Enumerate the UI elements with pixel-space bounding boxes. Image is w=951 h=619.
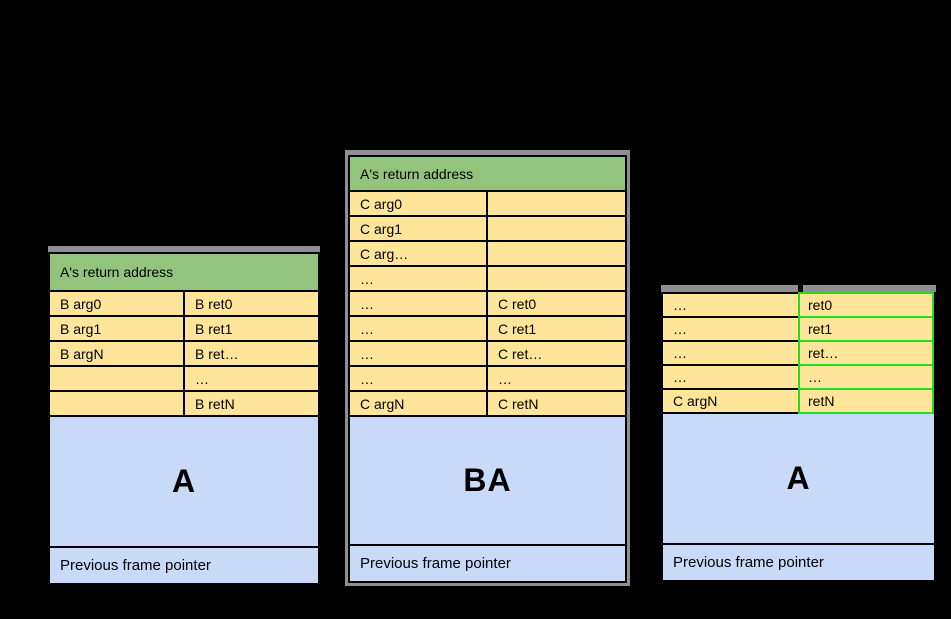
stack-rows: C arg0 C arg1 C arg… … bbox=[350, 192, 625, 417]
stack-row: C argN C retN bbox=[350, 392, 625, 417]
ret-cell: C ret… bbox=[498, 345, 543, 362]
ret-cell bbox=[488, 192, 625, 215]
arg-cell: C arg… bbox=[350, 242, 488, 265]
previous-frame-pointer-cell: Previous frame pointer bbox=[350, 546, 625, 581]
stack-row: C arg1 bbox=[350, 217, 625, 242]
stack-row: … C ret0 bbox=[350, 292, 625, 317]
ret-cell: B ret1 bbox=[195, 320, 233, 337]
arg-cell bbox=[50, 367, 185, 390]
return-address-cell: A's return address bbox=[350, 157, 625, 192]
frame-top-bar: A's return address C arg0 C arg1 C arg… bbox=[345, 150, 630, 586]
arg-cell: C argN bbox=[663, 390, 800, 412]
caller-frame-label: BA bbox=[350, 417, 625, 546]
ret-cell bbox=[488, 242, 625, 265]
arg-cell: C arg1 bbox=[350, 217, 488, 240]
arg-cell: … bbox=[663, 318, 800, 340]
ret-cell: … bbox=[498, 370, 512, 387]
arg-cell: … bbox=[350, 367, 488, 390]
stack-table: … … … … C ar bbox=[661, 292, 936, 582]
ret-cell: B ret0 bbox=[195, 295, 233, 312]
stack-rows: … … … … C ar bbox=[663, 292, 934, 414]
ret-cell bbox=[488, 217, 625, 240]
arg-cell: C argN bbox=[350, 392, 488, 415]
arg-cell: … bbox=[350, 342, 488, 365]
arg-cell: … bbox=[350, 267, 488, 290]
highlighted-ret-column: ret0 ret1 ret… … retN bbox=[798, 292, 934, 414]
arg-cell: … bbox=[663, 342, 800, 364]
frame-top-bar: … … … … C ar bbox=[661, 285, 936, 582]
stack-row: B retN bbox=[50, 392, 318, 417]
arg-cell: B arg0 bbox=[50, 292, 185, 315]
ret-cell-highlighted: retN bbox=[798, 388, 934, 414]
ret-cell: B ret… bbox=[195, 345, 239, 362]
stack-table: A's return address C arg0 C arg1 C arg… bbox=[348, 155, 627, 583]
stack-row: … C ret1 bbox=[350, 317, 625, 342]
stack-frame-left: A's return address B arg0 B ret0 B arg1 … bbox=[48, 246, 320, 585]
ret-cell: C ret0 bbox=[498, 295, 537, 312]
ret-cell: C ret1 bbox=[498, 320, 537, 337]
stack-row: B arg0 B ret0 bbox=[50, 292, 318, 317]
stack-row: B arg1 B ret1 bbox=[50, 317, 318, 342]
return-address-cell: A's return address bbox=[50, 254, 318, 292]
ret-cell-highlighted: ret… bbox=[798, 340, 934, 366]
arg-cell: B argN bbox=[50, 342, 185, 365]
stack-row: B argN B ret… bbox=[50, 342, 318, 367]
ret-cell-highlighted: … bbox=[798, 364, 934, 390]
stack-frame-right: … … … … C ar bbox=[661, 285, 936, 582]
arg-cell: … bbox=[663, 294, 800, 316]
stack-table: A's return address B arg0 B ret0 B arg1 … bbox=[48, 252, 320, 585]
ret-cell: B retN bbox=[195, 395, 235, 412]
ret-cell: C retN bbox=[498, 395, 539, 412]
ret-cell bbox=[488, 267, 625, 290]
frame-top-bar: A's return address B arg0 B ret0 B arg1 … bbox=[48, 246, 320, 585]
ret-cell-highlighted: ret0 bbox=[798, 292, 934, 318]
stack-row: … bbox=[350, 267, 625, 292]
caller-frame-label: A bbox=[663, 414, 934, 545]
arg-cell: B arg1 bbox=[50, 317, 185, 340]
stack-row: C arg… bbox=[350, 242, 625, 267]
top-bar-notch bbox=[798, 285, 803, 292]
arg-cell: … bbox=[663, 366, 800, 388]
arg-cell: … bbox=[350, 292, 488, 315]
ret-cell: … bbox=[195, 370, 209, 387]
previous-frame-pointer-cell: Previous frame pointer bbox=[663, 545, 934, 580]
arg-cell: … bbox=[350, 317, 488, 340]
stack-frame-middle: A's return address C arg0 C arg1 C arg… bbox=[345, 150, 630, 586]
stack-row: … … bbox=[350, 367, 625, 392]
previous-frame-pointer-cell: Previous frame pointer bbox=[50, 548, 318, 583]
stack-row: C arg0 bbox=[350, 192, 625, 217]
arg-cell bbox=[50, 392, 185, 415]
arg-cell: C arg0 bbox=[350, 192, 488, 215]
caller-frame-label: A bbox=[50, 417, 318, 548]
stack-rows: B arg0 B ret0 B arg1 B ret1 B argN B ret… bbox=[50, 292, 318, 417]
ret-cell-highlighted: ret1 bbox=[798, 316, 934, 342]
stack-row: … bbox=[50, 367, 318, 392]
stack-row: … C ret… bbox=[350, 342, 625, 367]
